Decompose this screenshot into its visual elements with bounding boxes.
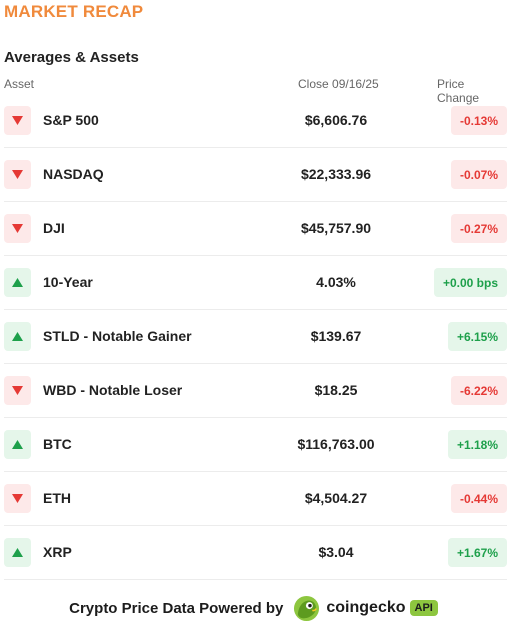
- close-value: $6,606.76: [304, 112, 368, 128]
- table-row: ETH $4,504.27 -0.44%: [4, 472, 507, 526]
- asset-name: DJI: [43, 220, 65, 236]
- price-change-badge: -0.07%: [450, 160, 507, 189]
- asset-name: XRP: [43, 544, 72, 560]
- triangle-down-icon: [4, 214, 31, 243]
- triangle-up-icon: [4, 430, 31, 459]
- triangle-down-icon: [4, 376, 31, 405]
- table-row: 10-Year 4.03% +0.00 bps: [4, 256, 507, 310]
- close-value: $4,504.27: [304, 490, 368, 506]
- table-row: S&P 500 $6,606.76 -0.13%: [4, 94, 507, 148]
- triangle-up-icon: [4, 322, 31, 351]
- triangle-down-icon: [4, 484, 31, 513]
- price-change-badge: +6.15%: [447, 322, 507, 351]
- footer-attribution: Crypto Price Data Powered by coingecko A…: [0, 591, 507, 625]
- price-change-badge: +1.67%: [447, 538, 507, 567]
- column-header-asset: Asset: [4, 77, 35, 91]
- price-change-badge: +0.00 bps: [433, 268, 507, 297]
- close-value: $116,763.00: [297, 436, 375, 452]
- page-title: MARKET RECAP: [4, 2, 144, 21]
- coingecko-logo-icon: [294, 595, 320, 621]
- triangle-up-icon: [4, 268, 31, 297]
- table-row: STLD - Notable Gainer $139.67 +6.15%: [4, 310, 507, 364]
- table-header: Asset Close 09/16/25 Price Change: [0, 77, 507, 105]
- close-value: $18.25: [314, 382, 358, 398]
- price-change-badge: -0.13%: [450, 106, 507, 135]
- price-change-badge: +1.18%: [447, 430, 507, 459]
- coingecko-wordmark: coingecko: [326, 599, 406, 616]
- asset-name: 10-Year: [43, 274, 93, 290]
- api-badge: API: [409, 600, 438, 616]
- asset-name: STLD - Notable Gainer: [43, 328, 192, 344]
- asset-name: NASDAQ: [43, 166, 104, 182]
- asset-name: ETH: [43, 490, 71, 506]
- close-value: $22,333.96: [300, 166, 372, 182]
- table-row: BTC $116,763.00 +1.18%: [4, 418, 507, 472]
- table-row: DJI $45,757.90 -0.27%: [4, 202, 507, 256]
- table-row: XRP $3.04 +1.67%: [4, 526, 507, 580]
- triangle-down-icon: [4, 106, 31, 135]
- table-row: NASDAQ $22,333.96 -0.07%: [4, 148, 507, 202]
- triangle-up-icon: [4, 538, 31, 567]
- close-value: 4.03%: [316, 274, 356, 290]
- price-change-badge: -0.44%: [450, 484, 507, 513]
- column-header-close: Close 09/16/25: [298, 77, 379, 91]
- close-value: $45,757.90: [300, 220, 372, 236]
- column-header-price-change: Price Change: [437, 77, 480, 105]
- assets-table: S&P 500 $6,606.76 -0.13% NASDAQ $22,333.96 -0…: [4, 94, 507, 580]
- asset-name: BTC: [43, 436, 72, 452]
- price-change-badge: -0.27%: [450, 214, 507, 243]
- section-heading: Averages & Assets: [4, 49, 139, 66]
- close-value: $139.67: [310, 328, 362, 344]
- close-value: $3.04: [318, 544, 354, 560]
- powered-by-text: Crypto Price Data Powered by: [69, 599, 284, 617]
- triangle-down-icon: [4, 160, 31, 189]
- table-row: WBD - Notable Loser $18.25 -6.22%: [4, 364, 507, 418]
- price-change-badge: -6.22%: [450, 376, 507, 405]
- asset-name: WBD - Notable Loser: [43, 382, 183, 398]
- asset-name: S&P 500: [43, 112, 99, 128]
